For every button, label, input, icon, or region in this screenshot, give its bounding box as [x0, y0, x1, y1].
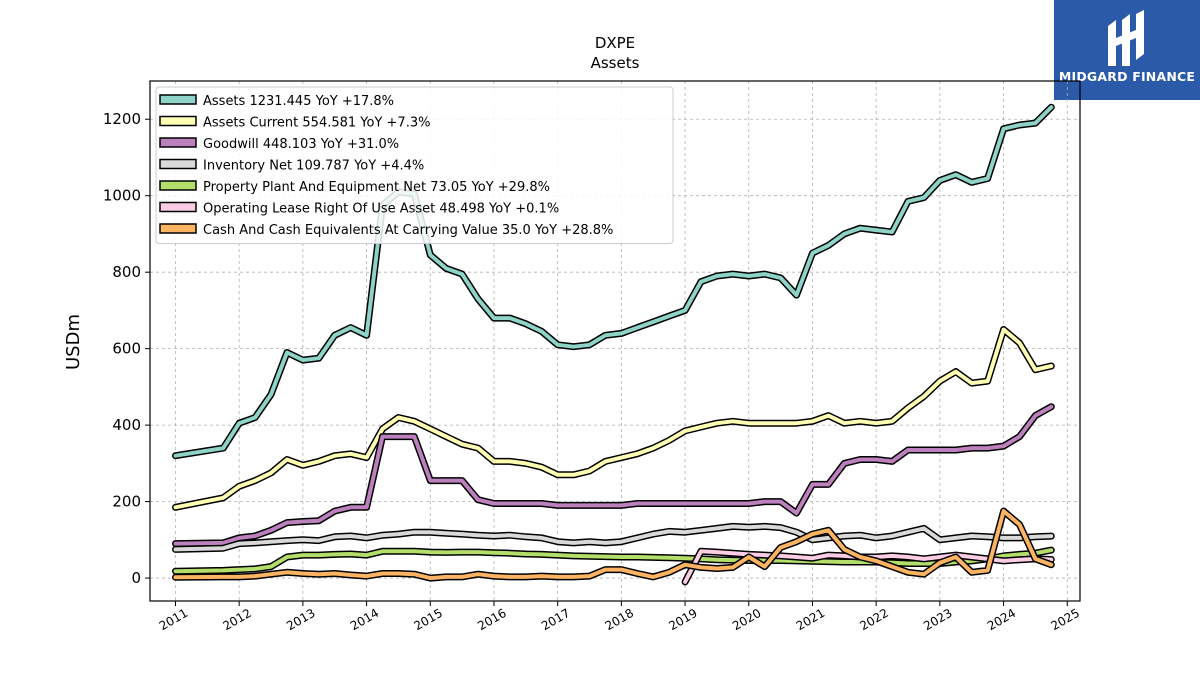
series-stroke: [173, 548, 1054, 574]
legend-swatch: [159, 94, 197, 105]
plot-frame: [149, 80, 1081, 602]
series-stroke: [173, 105, 1054, 458]
midgard-finance-logo: MIDGARD FINANCE: [1054, 0, 1200, 100]
legend-label: Assets 1231.445 YoY +17.8%: [203, 94, 394, 109]
y-tick-label: 400: [112, 416, 141, 434]
series-line-4: [172, 546, 1055, 575]
x-tick-label: 2014: [348, 606, 381, 633]
legend-entry: Assets 1231.445 YoY +17.8%: [159, 94, 394, 109]
x-tick-label: 2024: [985, 606, 1018, 633]
legend-box: [155, 86, 674, 244]
legend-label: Property Plant And Equipment Net 73.05 Y…: [203, 180, 550, 195]
x-tick-label: 2016: [475, 606, 508, 633]
x-axis-ticks: 2011 2012 2013 2014 2015 2016 2017 2018 2019 2020…: [157, 601, 1082, 633]
series-line-2: [172, 403, 1055, 548]
midgard-logo-mark-icon: [1108, 10, 1144, 66]
series-stroke: [173, 524, 1054, 552]
series-line-0: [172, 103, 1055, 460]
x-tick-label: 2022: [857, 606, 890, 633]
legend-swatch: [159, 137, 197, 148]
chart-title: DXPE: [595, 34, 635, 52]
x-tick-label: 2020: [730, 606, 763, 633]
x-tick-label: 2012: [220, 606, 253, 633]
series-stroke: [173, 404, 1054, 546]
series-stroke: [173, 509, 1054, 581]
y-axis-ticks: 0 200 400 600 800 1000 1200: [103, 110, 150, 587]
legend-label: Cash And Cash Equivalents At Carrying Va…: [203, 223, 613, 238]
series-lines: [172, 103, 1055, 586]
y-tick-label: 600: [112, 340, 141, 358]
series-line-6: [172, 507, 1055, 582]
y-tick-label: 200: [112, 493, 141, 511]
legend-entry: Assets Current 554.581 YoY +7.3%: [159, 115, 430, 131]
series-line-3: [172, 522, 1055, 553]
legend-entry: Property Plant And Equipment Net 73.05 Y…: [159, 180, 550, 195]
x-tick-label: 2025: [1049, 606, 1082, 633]
y-tick-label: 800: [112, 263, 141, 281]
legend-swatch: [159, 201, 197, 213]
series-stroke: [173, 327, 1054, 510]
x-tick-label: 2018: [603, 606, 636, 633]
legend: Assets 1231.445 YoY +17.8% Assets Current…: [155, 86, 674, 244]
x-tick-label: 2015: [412, 606, 445, 633]
legend-entry: Operating Lease Right Of Use Asset 48.49…: [159, 201, 559, 217]
x-tick-label: 2023: [921, 606, 954, 633]
legend-label: Goodwill 448.103 YoY +31.0%: [203, 137, 399, 152]
y-tick-label: 1000: [103, 187, 141, 205]
chart-subtitle: Assets: [591, 54, 640, 72]
x-tick-label: 2021: [794, 606, 827, 633]
legend-swatch: [159, 115, 197, 127]
legend-entry: Cash And Cash Equivalents At Carrying Va…: [159, 223, 613, 238]
series-line-1: [172, 326, 1055, 511]
x-tick-label: 2019: [666, 606, 699, 633]
x-tick-label: 2017: [539, 606, 572, 633]
y-tick-label: 0: [131, 569, 141, 587]
logo-text: MIDGARD FINANCE: [1058, 69, 1196, 84]
y-axis-label: USDm: [63, 314, 84, 370]
legend-entry: Goodwill 448.103 YoY +31.0%: [159, 137, 399, 152]
legend-swatch: [159, 158, 197, 170]
legend-swatch: [159, 180, 197, 191]
x-tick-label: 2013: [284, 606, 317, 633]
legend-label: Operating Lease Right Of Use Asset 48.49…: [203, 202, 559, 217]
legend-label: Assets Current 554.581 YoY +7.3%: [203, 116, 430, 131]
y-tick-label: 1200: [103, 110, 141, 128]
legend-label: Inventory Net 109.787 YoY +4.4%: [203, 159, 424, 174]
legend-swatch: [159, 223, 197, 234]
x-tick-label: 2011: [157, 606, 190, 633]
legend-entry: Inventory Net 109.787 YoY +4.4%: [159, 158, 424, 174]
